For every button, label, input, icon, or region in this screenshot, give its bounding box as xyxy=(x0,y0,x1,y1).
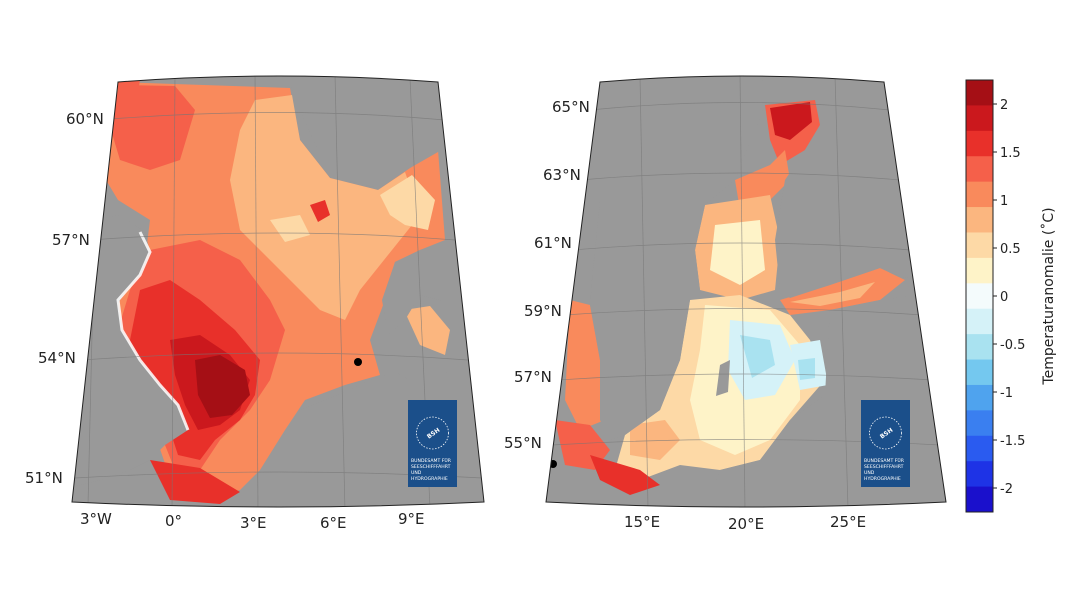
colorbar-swatch xyxy=(966,384,993,411)
coast-highlight xyxy=(116,231,190,431)
colorbar-swatch xyxy=(966,80,993,106)
logo-line-3: UND xyxy=(411,470,422,476)
colorbar-swatch xyxy=(966,486,993,513)
bsh-logo-north-sea: BSH BUNDESAMT FÜR SEESCHIFFFAHRT UND HYD… xyxy=(408,400,457,487)
lon-label-3w: 3°W xyxy=(80,510,112,528)
colorbar-swatch xyxy=(966,435,993,462)
lat-label-54n: 54°N xyxy=(38,349,76,367)
colorbar-swatch xyxy=(966,232,993,259)
colorbar-label: Temperaturanomalie (˚C) xyxy=(1040,207,1057,385)
lat-label-65n: 65°N xyxy=(552,98,590,116)
colorbar-tick-label: -1 xyxy=(1000,386,1013,401)
map-frame-baltic xyxy=(545,75,947,508)
colorbar-tick-label: 2 xyxy=(1000,98,1008,113)
colorbar-tick-label: 0.5 xyxy=(1000,242,1021,257)
logo-line-2: SEESCHIFFFAHRT xyxy=(864,464,904,470)
logo-line-4: HYDROGRAPHIE xyxy=(411,476,448,482)
north-sea-map: 60°N 57°N 54°N 51°N 3°W 0° 3°E 6°E 9°E B… xyxy=(25,75,485,532)
lon-label-3e: 3°E xyxy=(240,514,267,532)
lat-label-57n-b: 57°N xyxy=(514,368,552,386)
logo-line-1: BUNDESAMT FÜR xyxy=(864,457,905,464)
lon-label-25e: 25°E xyxy=(830,513,866,531)
colorbar: 2 1.5 1 0.5 0 -0.5 -1 -1.5 -2 Temperaturanomalie… xyxy=(965,79,1057,513)
colorbar-swatch xyxy=(966,156,993,183)
anomaly-field-baltic xyxy=(555,100,905,495)
lat-label-61n: 61°N xyxy=(534,234,572,252)
gridlines-baltic xyxy=(551,76,941,507)
logo-line-2: SEESCHIFFFAHRT xyxy=(411,464,451,470)
lon-label-20e: 20°E xyxy=(728,515,764,533)
colorbar-swatch xyxy=(966,105,993,132)
anomaly-field-north-sea xyxy=(84,80,450,504)
colorbar-swatch xyxy=(966,308,993,335)
lat-label-59n: 59°N xyxy=(524,302,562,320)
baltic-sea-map: 65°N 63°N 61°N 59°N 57°N 55°N 15°E 20°E … xyxy=(504,75,947,533)
colorbar-swatch xyxy=(966,130,993,157)
logo-line-4: HYDROGRAPHIE xyxy=(864,476,901,482)
colorbar-swatch xyxy=(966,461,993,488)
logo-line-1: BUNDESAMT FÜR xyxy=(411,457,452,464)
colorbar-tick-label: 0 xyxy=(1000,290,1008,305)
land-gotland xyxy=(716,360,730,396)
station-marker xyxy=(354,358,362,366)
colorbar-tick-label: -1.5 xyxy=(1000,434,1025,449)
lat-label-51n: 51°N xyxy=(25,469,63,487)
lat-label-60n: 60°N xyxy=(66,110,104,128)
lat-label-55n: 55°N xyxy=(504,434,542,452)
lat-label-63n: 63°N xyxy=(543,166,581,184)
lon-label-9e: 9°E xyxy=(398,510,425,528)
bsh-logo-baltic: BSH BUNDESAMT FÜR SEESCHIFFFAHRT UND HYD… xyxy=(861,400,910,487)
colorbar-swatch xyxy=(966,334,993,361)
colorbar-tick-label: -0.5 xyxy=(1000,338,1025,353)
colorbar-swatch xyxy=(966,283,993,310)
colorbar-swatch xyxy=(966,207,993,233)
colorbar-swatches xyxy=(966,80,993,513)
colorbar-tick-label: 1 xyxy=(1000,194,1008,209)
colorbar-swatch xyxy=(966,410,993,437)
colorbar-swatch xyxy=(966,181,993,208)
colorbar-tick-label: -2 xyxy=(1000,482,1013,497)
colorbar-swatch xyxy=(966,359,993,386)
lon-label-6e: 6°E xyxy=(320,514,347,532)
map-frame-north-sea xyxy=(71,75,485,508)
logo-line-3: UND xyxy=(864,470,875,476)
lon-label-0: 0° xyxy=(165,512,182,530)
colorbar-tick-label: 1.5 xyxy=(1000,146,1021,161)
land-sweden xyxy=(590,76,765,440)
colorbar-ticks: 2 1.5 1 0.5 0 -0.5 -1 -1.5 -2 xyxy=(993,98,1025,497)
colorbar-swatch xyxy=(966,257,993,284)
lon-label-15e: 15°E xyxy=(624,513,660,531)
lat-label-57n: 57°N xyxy=(52,231,90,249)
